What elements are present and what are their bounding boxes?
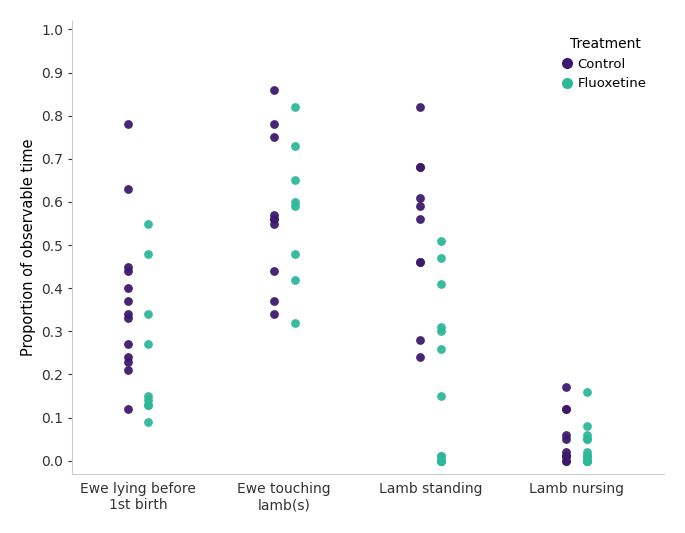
Point — [582, 456, 593, 465]
Point — [414, 215, 425, 223]
Point — [123, 405, 134, 413]
Point — [414, 193, 425, 202]
Point — [143, 310, 154, 318]
Point — [582, 435, 593, 443]
Point — [414, 202, 425, 211]
Point — [269, 215, 279, 223]
Point — [123, 357, 134, 366]
Point — [269, 133, 279, 142]
Point — [123, 284, 134, 293]
Point — [582, 456, 593, 465]
Point — [123, 262, 134, 271]
Point — [143, 219, 154, 228]
Point — [289, 176, 300, 184]
Point — [414, 163, 425, 172]
Point — [582, 435, 593, 443]
Point — [414, 258, 425, 266]
Point — [561, 405, 572, 413]
Point — [123, 266, 134, 275]
Point — [435, 456, 446, 465]
Point — [269, 215, 279, 223]
Point — [414, 258, 425, 266]
Point — [435, 254, 446, 262]
Point — [561, 383, 572, 392]
Point — [435, 452, 446, 461]
Point — [561, 452, 572, 461]
Point — [561, 431, 572, 439]
Point — [582, 422, 593, 431]
Point — [414, 353, 425, 361]
Point — [435, 344, 446, 353]
Point — [143, 396, 154, 405]
Point — [435, 452, 446, 461]
Point — [269, 86, 279, 94]
Point — [435, 280, 446, 288]
Point — [561, 435, 572, 443]
Point — [582, 431, 593, 439]
Point — [414, 163, 425, 172]
Point — [561, 452, 572, 461]
Legend: Control, Fluoxetine: Control, Fluoxetine — [559, 32, 651, 96]
Point — [269, 120, 279, 128]
Point — [143, 400, 154, 409]
Point — [289, 276, 300, 284]
Point — [435, 327, 446, 336]
Point — [143, 400, 154, 409]
Point — [123, 120, 134, 128]
Point — [582, 387, 593, 396]
Point — [289, 103, 300, 111]
Point — [582, 452, 593, 461]
Point — [289, 142, 300, 150]
Point — [582, 456, 593, 465]
Point — [289, 202, 300, 211]
Point — [269, 297, 279, 305]
Point — [269, 266, 279, 275]
Point — [561, 456, 572, 465]
Point — [289, 198, 300, 206]
Point — [289, 249, 300, 258]
Point — [123, 353, 134, 361]
Point — [435, 456, 446, 465]
Point — [561, 456, 572, 465]
Point — [269, 219, 279, 228]
Point — [582, 456, 593, 465]
Point — [289, 318, 300, 327]
Y-axis label: Proportion of observable time: Proportion of observable time — [21, 139, 36, 356]
Point — [582, 456, 593, 465]
Point — [561, 448, 572, 456]
Point — [435, 323, 446, 332]
Point — [123, 366, 134, 374]
Point — [582, 456, 593, 465]
Point — [414, 336, 425, 344]
Point — [143, 340, 154, 349]
Point — [143, 392, 154, 400]
Point — [123, 185, 134, 193]
Point — [435, 237, 446, 245]
Point — [582, 452, 593, 461]
Point — [435, 456, 446, 465]
Point — [435, 456, 446, 465]
Point — [123, 297, 134, 305]
Point — [561, 405, 572, 413]
Point — [269, 310, 279, 318]
Point — [123, 340, 134, 349]
Point — [561, 452, 572, 461]
Point — [143, 418, 154, 426]
Point — [582, 452, 593, 461]
Point — [143, 249, 154, 258]
Point — [435, 456, 446, 465]
Point — [582, 448, 593, 456]
Point — [414, 103, 425, 111]
Point — [435, 392, 446, 400]
Point — [269, 211, 279, 219]
Point — [123, 310, 134, 318]
Point — [123, 314, 134, 322]
